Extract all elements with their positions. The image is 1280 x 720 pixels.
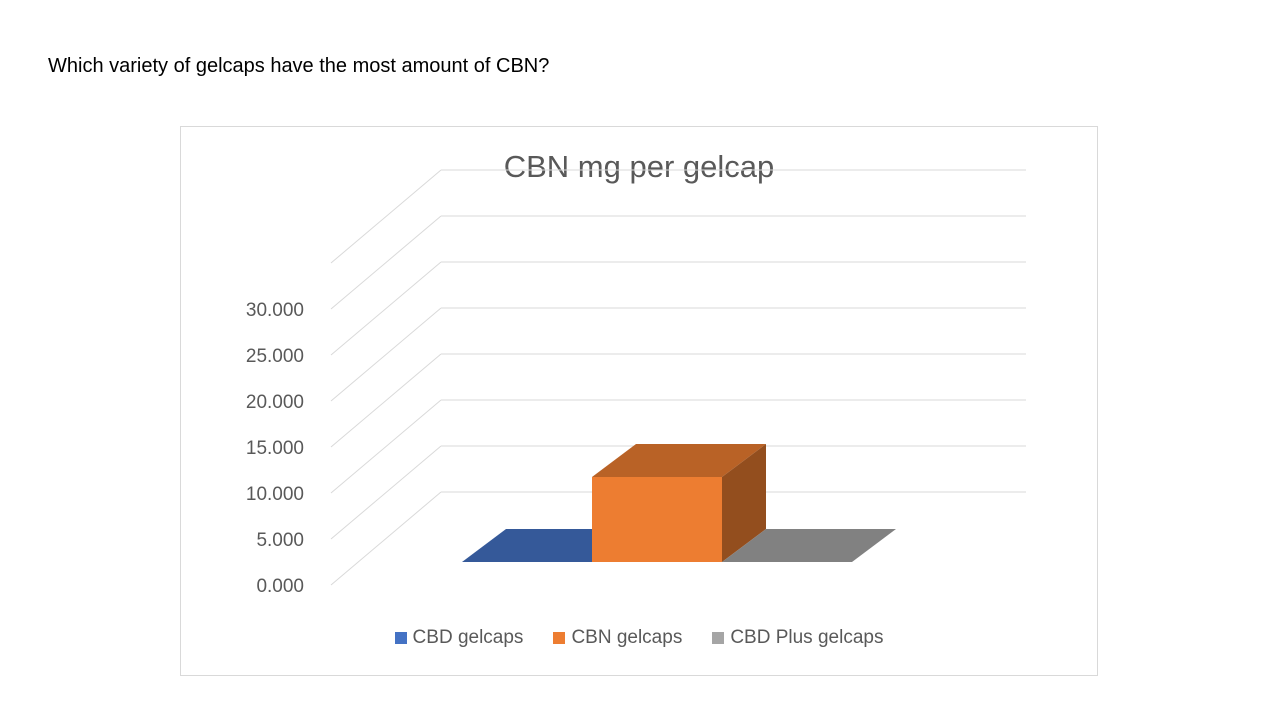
chart-container: CBN mg per gelcap 0.000 5.000 10.000 15.000… — [180, 126, 1098, 676]
gridline-side — [330, 169, 442, 264]
legend-label: CBD gelcaps — [412, 627, 524, 648]
chart-title: CBN mg per gelcap — [503, 149, 775, 184]
gridline-side — [330, 445, 442, 540]
legend-swatch-cbd — [394, 632, 407, 644]
legend-swatch-cbd-plus — [712, 632, 725, 644]
y-tick-label: 5.000 — [256, 530, 304, 551]
gridline-side — [330, 307, 442, 402]
y-tick-label: 10.000 — [246, 484, 304, 505]
chart-legend: CBD gelcaps CBN gelcaps CBD Plus gelcaps — [181, 627, 1097, 649]
bar-top — [592, 444, 766, 477]
bar-front — [592, 477, 722, 562]
question-text: Which variety of gelcaps have the most a… — [48, 55, 550, 77]
bar-top — [722, 529, 896, 562]
legend-label: CBD Plus gelcaps — [730, 627, 884, 648]
gridline-side — [330, 491, 442, 586]
legend-label: CBN gelcaps — [571, 627, 683, 648]
y-tick-label: 25.000 — [246, 346, 304, 367]
y-tick-label: 30.000 — [246, 300, 304, 321]
legend-item: CBN gelcaps — [553, 627, 682, 649]
y-tick-label: 15.000 — [246, 438, 304, 459]
legend-item: CBD Plus gelcaps — [712, 627, 883, 649]
gridline-side — [330, 399, 442, 494]
y-tick-label: 0.000 — [256, 576, 304, 597]
y-tick-label: 20.000 — [246, 392, 304, 413]
gridline-side — [330, 353, 442, 448]
gridline-side — [330, 261, 442, 356]
gridline-side — [330, 215, 442, 310]
legend-swatch-cbn — [553, 632, 566, 644]
legend-item: CBD gelcaps — [394, 627, 524, 649]
bar-side — [722, 444, 766, 562]
chart-plot: 0.000 5.000 10.000 15.000 20.000 25.000 30.000 — [246, 169, 1026, 597]
